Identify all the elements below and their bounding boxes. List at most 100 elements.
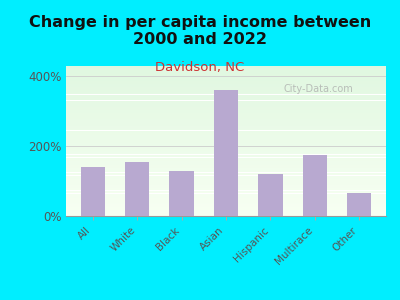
Bar (66, 183, 386, 184)
Bar (66, 112, 386, 114)
Bar (66, 204, 386, 206)
Bar (66, 144, 386, 146)
Bar (66, 81, 386, 82)
Bar (66, 108, 386, 110)
Bar (66, 138, 386, 140)
Bar (66, 156, 386, 158)
Bar (66, 69, 386, 70)
Bar (66, 74, 386, 75)
Bar (66, 206, 386, 207)
Bar (66, 129, 386, 130)
Bar (66, 214, 386, 216)
Bar (66, 126, 386, 128)
Bar (169, 171, 194, 216)
Bar (66, 94, 386, 96)
Bar (66, 100, 386, 102)
Bar (66, 188, 386, 189)
Bar (66, 110, 386, 111)
Bar (66, 103, 386, 105)
Bar (66, 210, 386, 212)
Bar (66, 134, 386, 135)
Bar (66, 88, 386, 90)
Text: Change in per capita income between
2000 and 2022: Change in per capita income between 2000… (29, 15, 371, 47)
Bar (66, 72, 386, 74)
Bar (347, 193, 372, 216)
Bar (66, 195, 386, 196)
Bar (66, 184, 386, 186)
Bar (66, 164, 386, 165)
Bar (66, 180, 386, 182)
Bar (303, 155, 327, 216)
Bar (66, 66, 386, 68)
Bar (66, 165, 386, 166)
Bar (66, 172, 386, 174)
Bar (66, 207, 386, 208)
Bar (66, 196, 386, 198)
Bar (66, 159, 386, 160)
Bar (66, 140, 386, 141)
Bar (66, 114, 386, 116)
Bar (66, 102, 386, 104)
Bar (66, 84, 386, 86)
Bar (66, 87, 386, 88)
Bar (66, 194, 386, 195)
Bar (66, 116, 386, 117)
Bar (66, 118, 386, 120)
Bar (66, 92, 386, 93)
Bar (66, 168, 386, 170)
Bar (66, 78, 386, 80)
Bar (66, 117, 386, 118)
Bar (66, 150, 386, 152)
Bar (66, 160, 386, 162)
Bar (66, 182, 386, 183)
Bar (66, 68, 386, 69)
Bar (66, 177, 386, 178)
Bar (66, 200, 386, 201)
Bar (66, 171, 386, 172)
Bar (66, 202, 386, 204)
Bar (66, 174, 386, 176)
Bar (66, 142, 386, 144)
Bar (66, 123, 386, 124)
Bar (66, 152, 386, 153)
Bar (66, 212, 386, 213)
Bar (66, 198, 386, 200)
Bar (66, 99, 386, 100)
Bar (66, 76, 386, 78)
Bar (66, 111, 386, 112)
Bar (66, 141, 386, 142)
Bar (66, 178, 386, 180)
Bar (66, 120, 386, 122)
Bar (66, 106, 386, 108)
Bar (66, 128, 386, 129)
Bar (66, 186, 386, 188)
Bar (66, 147, 386, 148)
Bar (66, 82, 386, 84)
Bar (66, 162, 386, 164)
Bar (66, 122, 386, 123)
Bar (66, 169, 386, 171)
Bar (66, 201, 386, 202)
Bar (66, 190, 386, 192)
Bar (66, 158, 386, 159)
Bar (66, 153, 386, 154)
Bar (66, 136, 386, 138)
Bar (66, 70, 386, 72)
Bar (66, 208, 386, 210)
Bar (66, 75, 386, 76)
Bar (66, 213, 386, 214)
Bar (125, 162, 149, 216)
Bar (66, 96, 386, 98)
Bar (80, 167, 105, 216)
Bar (66, 105, 386, 106)
Bar (66, 93, 386, 94)
Bar (214, 90, 238, 216)
Bar (66, 132, 386, 134)
Bar (66, 189, 386, 190)
Bar (66, 192, 386, 194)
Bar (66, 85, 386, 87)
Text: Davidson, NC: Davidson, NC (155, 61, 245, 74)
Bar (66, 130, 386, 132)
Bar (66, 148, 386, 150)
Bar (66, 154, 386, 156)
